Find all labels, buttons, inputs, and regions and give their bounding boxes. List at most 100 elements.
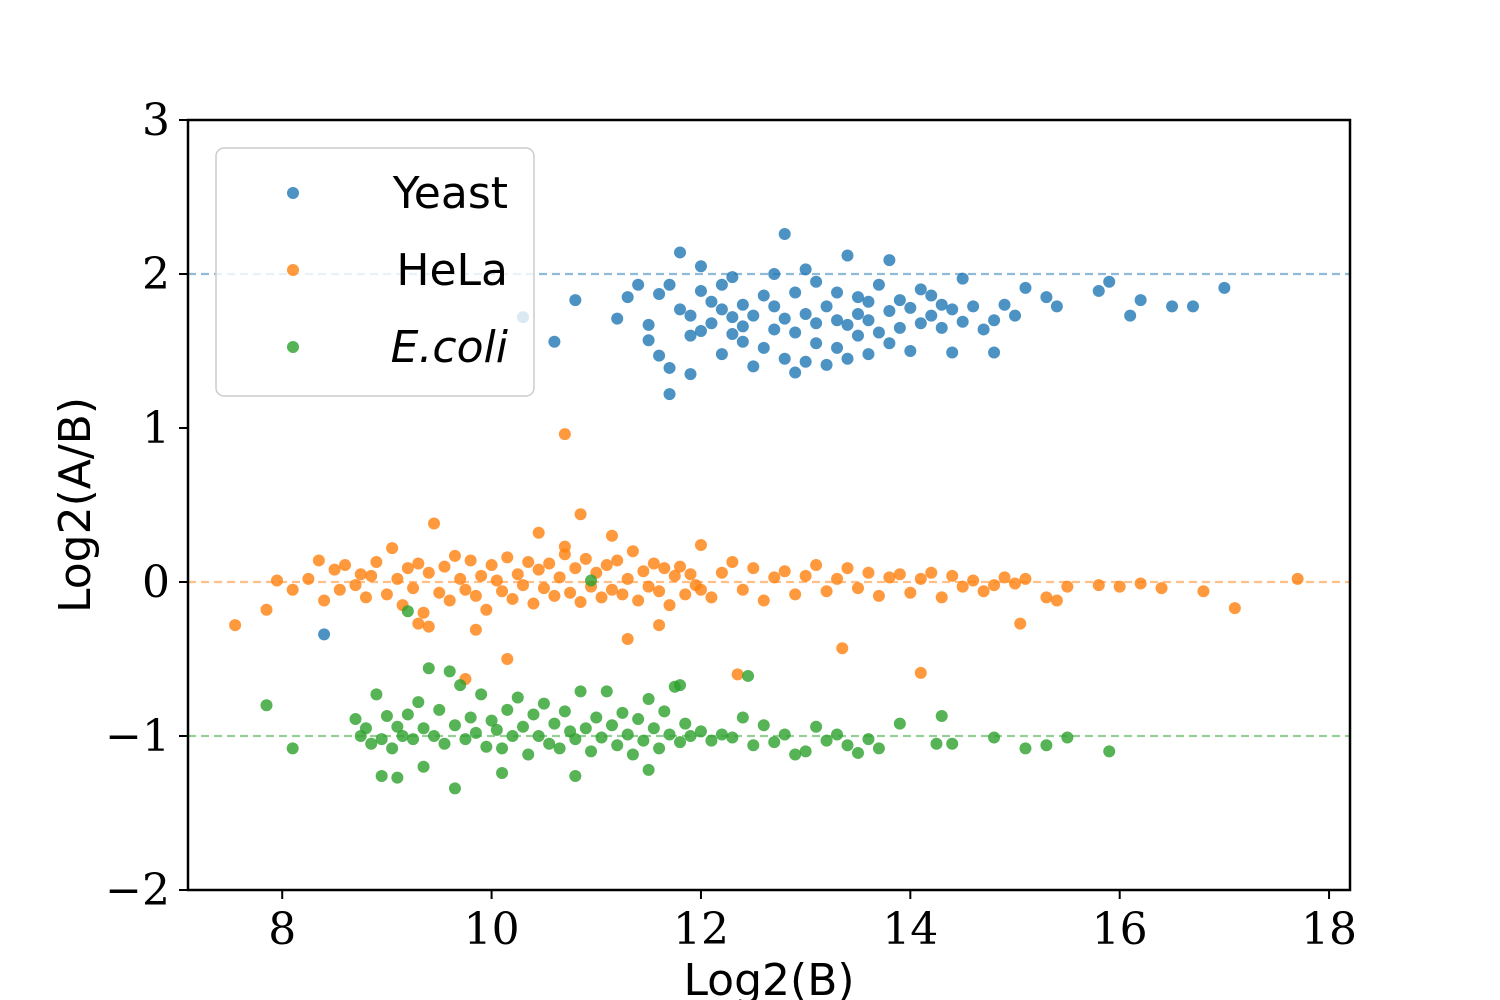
data-point bbox=[715, 303, 728, 316]
data-point bbox=[736, 711, 749, 724]
data-point bbox=[663, 728, 676, 741]
data-point bbox=[496, 585, 509, 598]
data-point bbox=[595, 731, 608, 744]
data-point bbox=[501, 653, 514, 665]
data-point bbox=[642, 763, 655, 776]
y-tick-label: −2 bbox=[105, 865, 170, 916]
data-point bbox=[1040, 291, 1053, 304]
data-point bbox=[386, 542, 399, 555]
data-point bbox=[626, 545, 639, 558]
data-point bbox=[548, 589, 561, 602]
data-point bbox=[674, 303, 687, 316]
data-point bbox=[511, 568, 524, 581]
legend-label-2: E.coli bbox=[391, 322, 509, 373]
data-point bbox=[229, 619, 242, 632]
data-point bbox=[988, 346, 1001, 359]
data-point bbox=[391, 572, 404, 585]
data-point bbox=[501, 551, 514, 564]
data-point bbox=[428, 730, 441, 742]
data-point bbox=[851, 582, 864, 595]
data-point bbox=[799, 355, 812, 368]
data-point bbox=[1019, 572, 1032, 585]
data-point bbox=[658, 705, 671, 718]
data-point bbox=[448, 782, 461, 795]
data-point bbox=[1103, 745, 1116, 758]
data-point bbox=[674, 736, 687, 749]
data-point bbox=[679, 717, 692, 730]
series-0 bbox=[318, 227, 1231, 641]
x-tick-label: 12 bbox=[673, 904, 729, 955]
x-axis-label: Log2(B) bbox=[683, 955, 854, 1000]
data-point bbox=[302, 572, 315, 585]
data-point bbox=[851, 746, 864, 759]
data-point bbox=[417, 760, 430, 773]
data-point bbox=[1040, 739, 1053, 752]
data-point bbox=[736, 583, 749, 596]
data-point bbox=[1061, 580, 1074, 593]
data-point bbox=[386, 742, 399, 755]
data-point bbox=[574, 508, 587, 521]
data-point bbox=[558, 428, 571, 441]
data-point bbox=[653, 619, 666, 632]
y-tick-label: 2 bbox=[142, 249, 170, 300]
x-axis-ticks: 8 10 12 14 16 18 bbox=[268, 890, 1357, 955]
data-point bbox=[506, 592, 519, 605]
data-point bbox=[516, 720, 529, 733]
data-point bbox=[339, 559, 352, 572]
data-point bbox=[370, 555, 383, 568]
data-point bbox=[841, 562, 854, 575]
data-point bbox=[872, 742, 885, 755]
data-point bbox=[862, 733, 875, 746]
data-point bbox=[286, 583, 299, 596]
data-point bbox=[731, 668, 744, 681]
data-point bbox=[569, 733, 582, 746]
data-point bbox=[569, 770, 582, 783]
data-point bbox=[558, 705, 571, 718]
data-point bbox=[475, 569, 488, 582]
data-point bbox=[401, 605, 414, 618]
data-point bbox=[930, 737, 943, 750]
data-point bbox=[1009, 309, 1022, 322]
data-point bbox=[653, 288, 666, 301]
data-point bbox=[694, 583, 707, 596]
data-point bbox=[778, 352, 791, 365]
data-point bbox=[810, 720, 823, 733]
data-point bbox=[694, 284, 707, 297]
data-point bbox=[496, 766, 509, 779]
data-point bbox=[674, 246, 687, 259]
data-point bbox=[789, 748, 802, 761]
data-point bbox=[768, 571, 781, 584]
data-point bbox=[611, 739, 624, 752]
data-point bbox=[1009, 577, 1022, 590]
data-point bbox=[946, 303, 959, 316]
legend-label-0: Yeast bbox=[392, 168, 508, 219]
data-point bbox=[684, 309, 697, 322]
data-point bbox=[872, 326, 885, 339]
data-point bbox=[684, 730, 697, 742]
data-point bbox=[469, 726, 482, 739]
data-point bbox=[417, 606, 430, 619]
series-1 bbox=[229, 428, 1304, 686]
data-point bbox=[789, 588, 802, 601]
legend-marker-2 bbox=[287, 341, 299, 353]
data-point bbox=[820, 585, 833, 598]
data-point bbox=[333, 583, 346, 596]
data-point bbox=[579, 552, 592, 565]
data-point bbox=[747, 739, 760, 752]
data-point bbox=[637, 565, 650, 578]
data-point bbox=[810, 275, 823, 288]
data-point bbox=[851, 308, 864, 321]
data-point bbox=[464, 711, 477, 724]
data-point bbox=[359, 591, 372, 604]
data-point bbox=[626, 748, 639, 761]
data-point bbox=[831, 341, 844, 354]
data-point bbox=[611, 554, 624, 567]
data-point bbox=[694, 260, 707, 273]
data-point bbox=[684, 368, 697, 381]
data-point bbox=[831, 286, 844, 299]
data-point bbox=[925, 566, 938, 579]
data-point bbox=[663, 361, 676, 374]
data-point bbox=[632, 713, 645, 726]
data-point bbox=[757, 341, 770, 354]
data-point bbox=[270, 574, 283, 587]
